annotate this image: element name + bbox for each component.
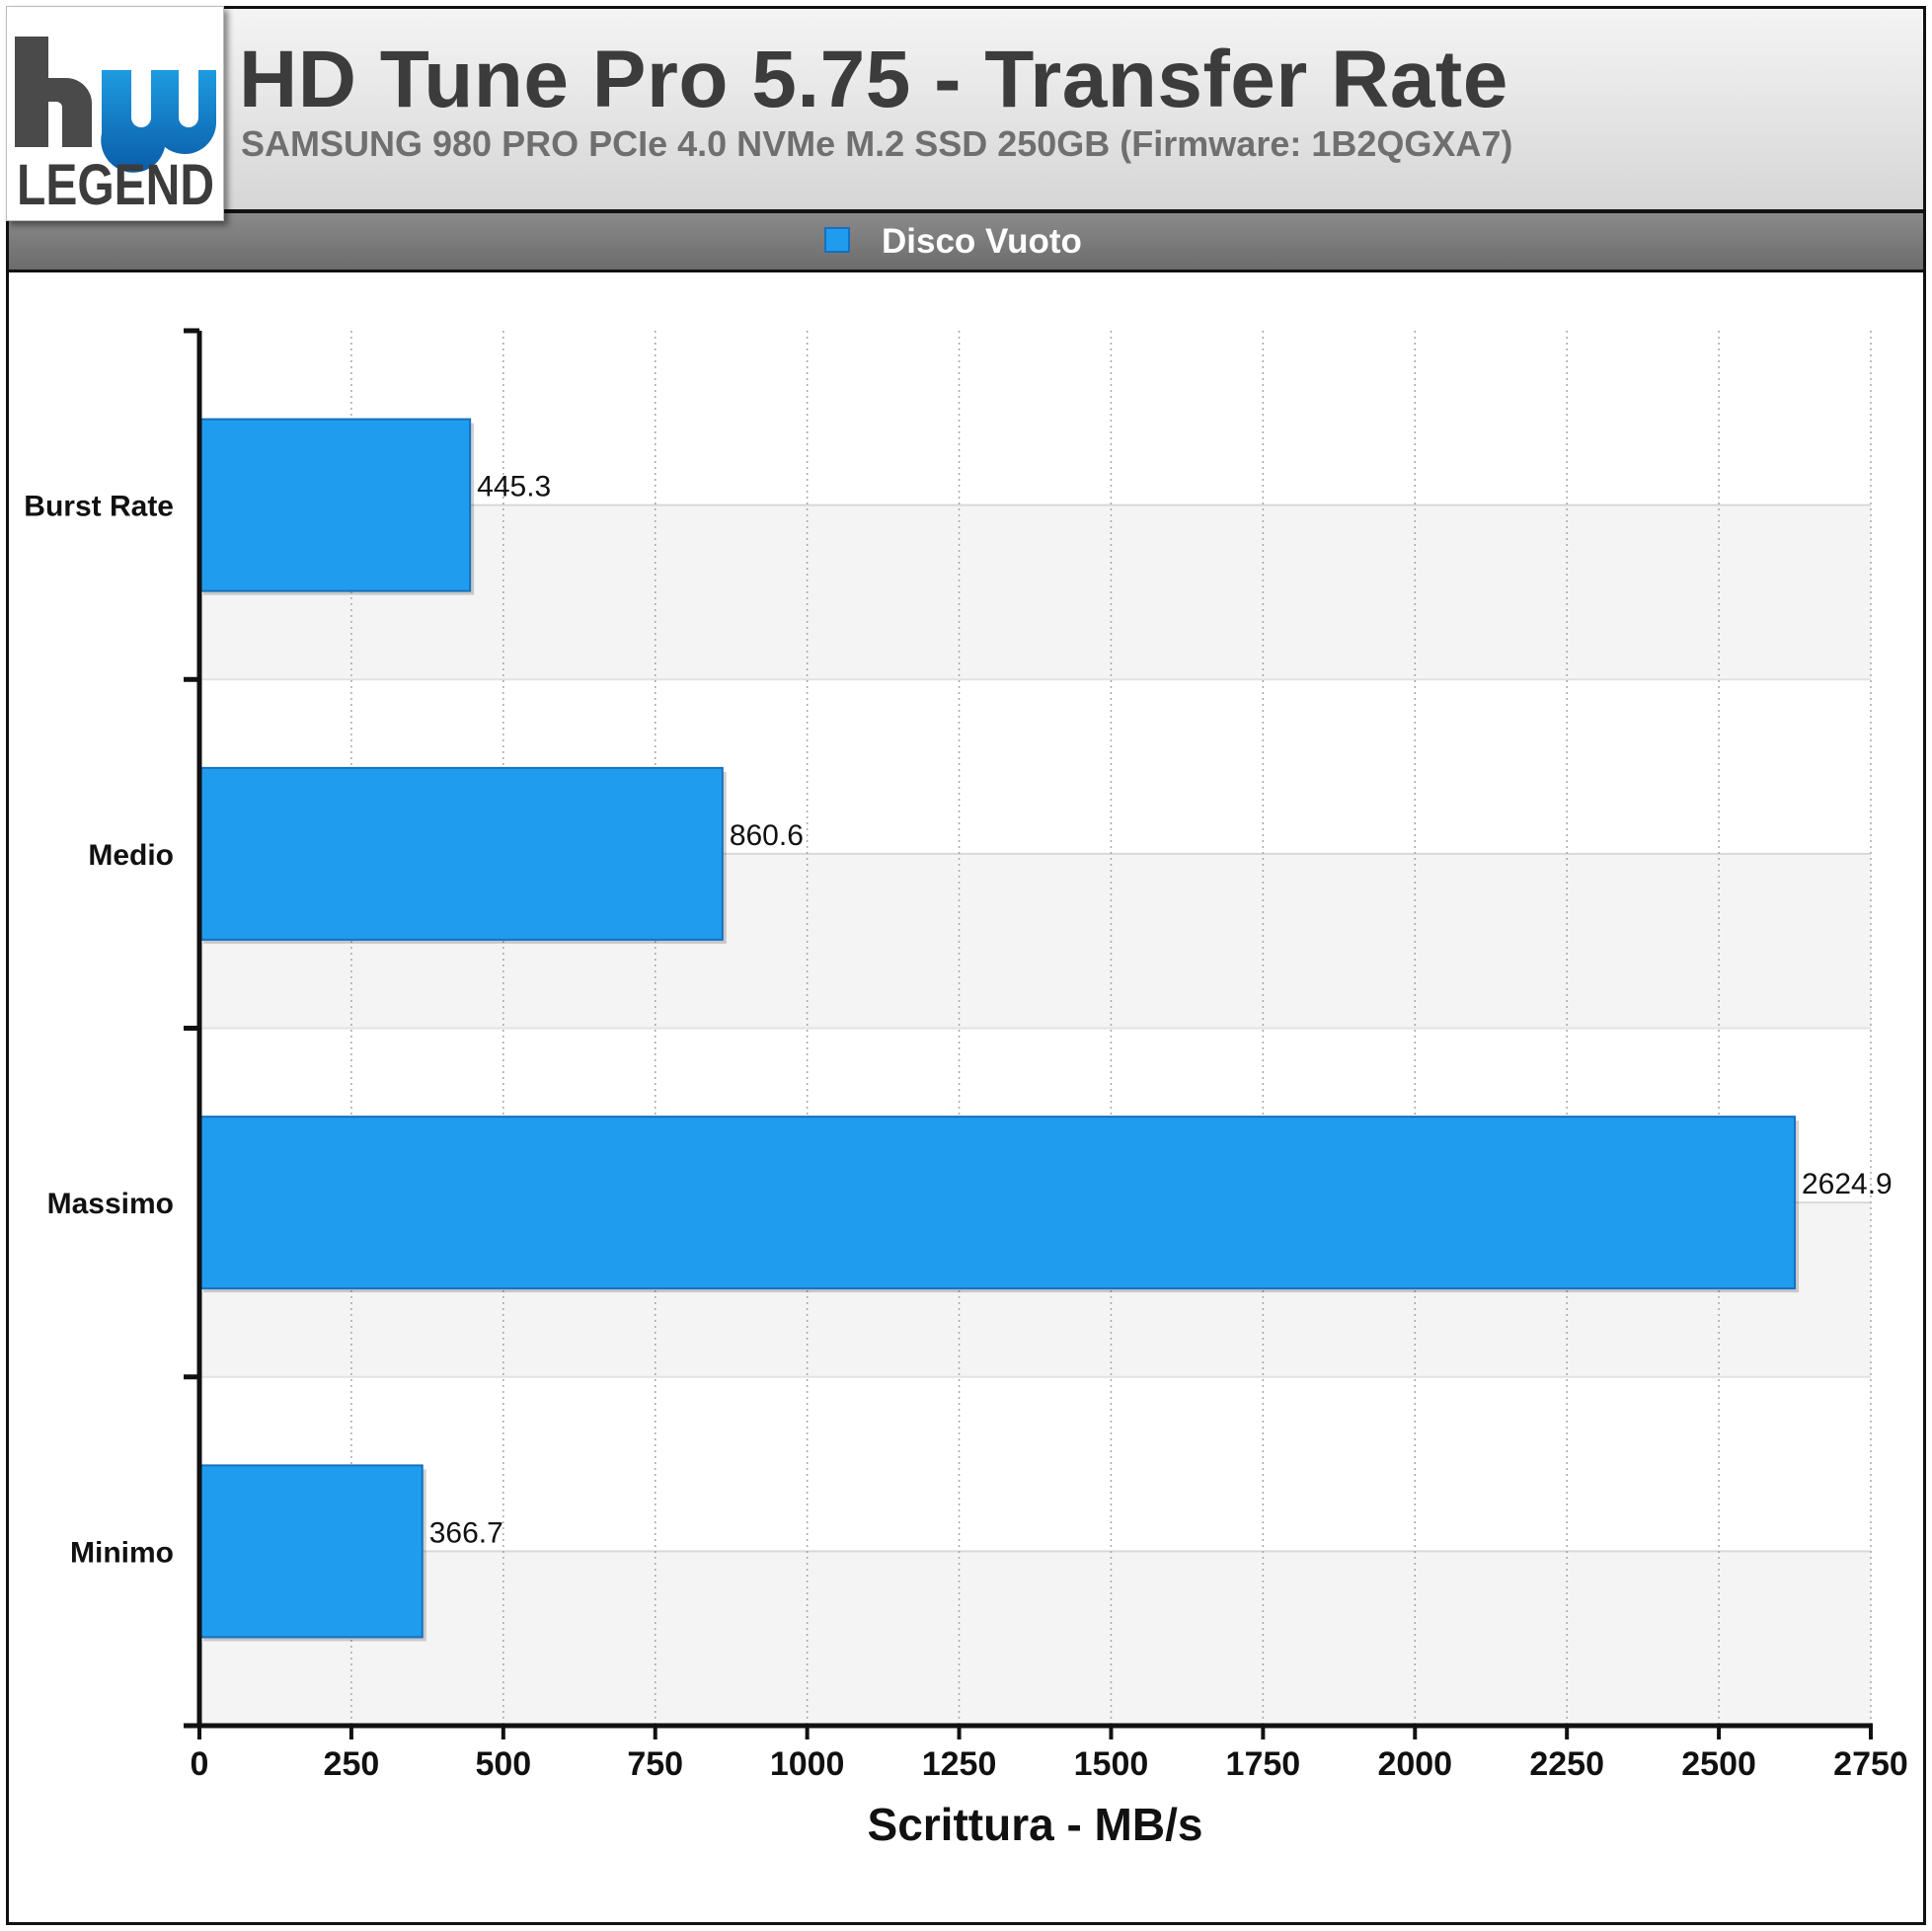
logo-text: LEGEND — [17, 153, 214, 217]
logo-w-shape — [101, 70, 216, 173]
x-tick-label: 2250 — [1529, 1745, 1604, 1783]
category-label: Burst Rate — [24, 491, 174, 523]
logo-h-shape — [15, 37, 92, 147]
chart-header — [6, 6, 1926, 212]
bar-minimo — [198, 1464, 424, 1639]
category-label: Medio — [88, 839, 174, 872]
band-shade — [199, 1551, 1871, 1726]
bar-medio — [198, 766, 724, 941]
x-tick-label: 1750 — [1226, 1745, 1301, 1783]
x-tick-label: 0 — [191, 1745, 209, 1783]
legend-swatch — [824, 227, 850, 253]
x-tick-label: 2500 — [1681, 1745, 1756, 1783]
x-tick-label: 1250 — [922, 1745, 997, 1783]
data-label: 860.6 — [730, 819, 804, 852]
x-axis-title: Scrittura - MB/s — [868, 1799, 1203, 1850]
bar-burst-rate — [198, 418, 472, 592]
x-tick-label: 250 — [324, 1745, 380, 1783]
hwlegend-logo-mark: LEGEND — [15, 37, 216, 217]
band-shade — [199, 504, 1871, 680]
chart-title: HD Tune Pro 5.75 - Transfer Rate — [239, 35, 1508, 124]
hwlegend-logo: LEGEND — [6, 6, 224, 221]
legend-bar — [6, 210, 1926, 272]
x-tick-label: 1500 — [1074, 1745, 1149, 1783]
legend-label: Disco Vuoto — [882, 222, 1082, 261]
x-tick-label: 500 — [475, 1745, 531, 1783]
data-label: 366.7 — [429, 1516, 503, 1549]
data-label: 2624.9 — [1802, 1168, 1893, 1200]
x-tick-label: 1000 — [770, 1745, 845, 1783]
data-label: 445.3 — [477, 471, 551, 503]
x-tick-label: 750 — [627, 1745, 683, 1783]
x-tick-label: 2750 — [1833, 1745, 1908, 1783]
x-tick-label: 2000 — [1377, 1745, 1452, 1783]
bar-massimo — [198, 1116, 1796, 1290]
category-label: Minimo — [70, 1536, 174, 1569]
chart-subtitle: SAMSUNG 980 PRO PCIe 4.0 NVMe M.2 SSD 25… — [241, 123, 1513, 164]
category-label: Massimo — [47, 1188, 174, 1220]
